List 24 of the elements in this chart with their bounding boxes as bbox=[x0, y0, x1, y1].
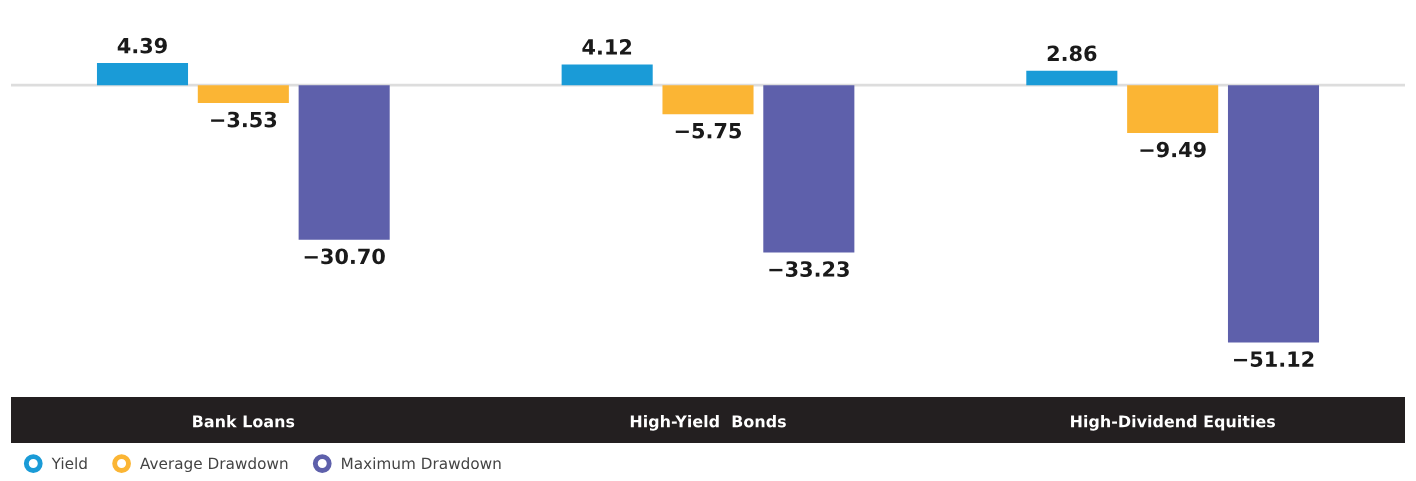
data-label: 4.12 bbox=[582, 39, 632, 55]
bar bbox=[1127, 85, 1219, 133]
legend-label: Maximum Drawdown bbox=[342, 457, 501, 470]
data-label: −51.12 bbox=[1234, 351, 1314, 367]
legend-label: Yield bbox=[51, 457, 87, 470]
x-tick-label: High-Dividend Equities bbox=[1071, 415, 1275, 431]
data-label: 4.39 bbox=[117, 37, 167, 54]
bar bbox=[763, 85, 855, 253]
legend-label: Average Drawdown bbox=[140, 457, 288, 473]
data-label: −9.49 bbox=[1140, 141, 1206, 158]
bar bbox=[1227, 85, 1320, 343]
bar bbox=[662, 85, 754, 115]
x-tick-label: Bank Loans bbox=[193, 415, 295, 428]
x-tick-label: High-Yield Bonds bbox=[630, 415, 786, 431]
data-label: −33.23 bbox=[769, 261, 849, 277]
data-label: 2.86 bbox=[1047, 45, 1097, 62]
bar bbox=[561, 64, 653, 86]
bar bbox=[96, 63, 189, 86]
bar bbox=[1026, 70, 1118, 86]
bar bbox=[197, 85, 289, 103]
bar bbox=[298, 85, 390, 240]
data-label: −5.75 bbox=[675, 123, 741, 139]
data-label: −3.53 bbox=[211, 111, 277, 128]
data-label: −30.70 bbox=[304, 248, 385, 265]
